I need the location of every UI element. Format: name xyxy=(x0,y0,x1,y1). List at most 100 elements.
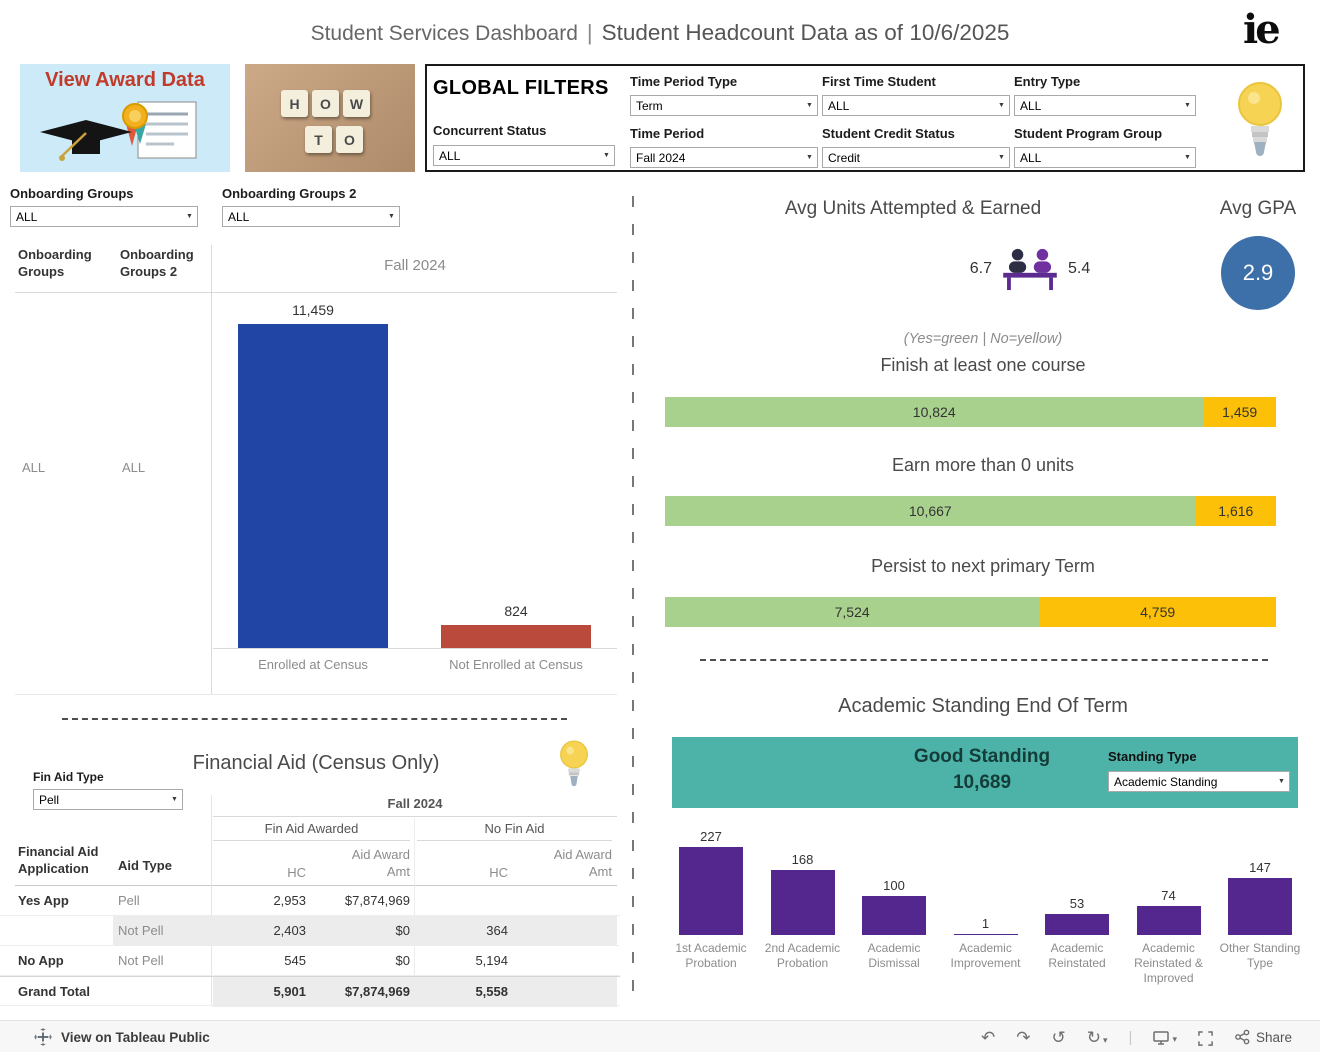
avg-gpa-title: Avg GPA xyxy=(1219,198,1297,219)
chevron-down-icon: ▼ xyxy=(171,796,178,803)
filter-label-entry-type: Entry Type xyxy=(1014,74,1081,89)
fa-app-cell: No App xyxy=(18,953,64,968)
chevron-down-icon: ▼ xyxy=(1184,102,1191,109)
global-filters-title: GLOBAL FILTERS xyxy=(433,77,609,99)
financial-aid-title: Financial Aid (Census Only) xyxy=(192,752,440,774)
fin-aid-grand-total-row[interactable]: Grand Total 5,901 $7,874,969 5,558 xyxy=(0,976,620,1007)
time-period-filter[interactable]: Fall 2024 ▼ xyxy=(630,147,818,168)
onboarding-groups-filter-value: ALL xyxy=(16,209,38,224)
yes-segment-value: 7,524 xyxy=(834,604,870,620)
redo-icon[interactable]: ↷ xyxy=(1016,1027,1031,1047)
standing-category-label: Academic Improvement xyxy=(950,941,1021,970)
howto-tile: O xyxy=(312,90,339,117)
onboarding-groups-2-filter-label: Onboarding Groups 2 xyxy=(222,186,357,201)
row-dim-header-financial-aid-application: Financial Aid Application xyxy=(18,844,99,876)
no-segment[interactable]: 1,459 xyxy=(1203,397,1276,427)
onboarding-groups-2-filter-value: ALL xyxy=(228,209,250,224)
axis-label-enrolled: Enrolled at Census xyxy=(258,657,368,672)
time-period-value: Fall 2024 xyxy=(636,150,686,165)
how-to-button[interactable]: H O W T O xyxy=(245,64,415,172)
academic-standing-bar-chart: 227 1st Academic Probation 168 2nd Academic… xyxy=(648,825,1320,1025)
fa-hc-cell: 5,901 xyxy=(273,984,306,999)
right-section-divider xyxy=(700,659,1268,661)
tableau-logo-icon xyxy=(34,1028,52,1046)
replay-icon[interactable]: ↺ xyxy=(1051,1027,1066,1047)
enrolled-at-census-bar[interactable] xyxy=(238,324,388,648)
share-icon xyxy=(1235,1029,1250,1045)
standing-bar-value: 74 xyxy=(1161,888,1176,903)
earn-units-stacked-bar: 10,667 1,616 xyxy=(665,496,1276,526)
group-header-fin-aid-awarded: Fin Aid Awarded xyxy=(264,821,359,836)
standing-bar[interactable] xyxy=(953,934,1018,935)
view-award-data-label: View Award Data xyxy=(45,69,205,91)
fa-amt-cell: $7,874,969 xyxy=(344,893,410,908)
good-standing-label: Good Standing xyxy=(913,746,1051,767)
chevron-down-icon: ▼ xyxy=(1184,154,1191,161)
standing-bar[interactable] xyxy=(1045,914,1109,935)
filter-label-time-period-type: Time Period Type xyxy=(630,74,738,89)
page-title: Student Services Dashboard | Student Headc… xyxy=(0,20,1320,46)
finish-course-stacked-bar: 10,824 1,459 xyxy=(665,397,1276,427)
howto-tile: W xyxy=(343,90,370,117)
yes-segment[interactable]: 10,667 xyxy=(665,496,1196,526)
outcome-label-earn-units: Earn more than 0 units xyxy=(891,455,1075,475)
first-time-student-filter[interactable]: ALL ▼ xyxy=(822,95,1010,116)
fa-amt-cell: $7,874,969 xyxy=(344,984,410,999)
onboarding-groups-2-filter[interactable]: ALL ▼ xyxy=(222,206,400,227)
no-segment[interactable]: 1,616 xyxy=(1195,496,1276,526)
row-label-onboarding-groups: ALL xyxy=(22,460,46,475)
standing-bar[interactable] xyxy=(770,870,835,935)
fin-aid-table-row[interactable]: Yes App Pell 2,953 $7,874,969 xyxy=(0,886,620,916)
student-credit-status-filter[interactable]: Credit ▼ xyxy=(822,147,1010,168)
fullscreen-icon[interactable] xyxy=(1198,1028,1213,1046)
fin-aid-table-row[interactable]: Not Pell 2,403 $0 364 xyxy=(0,916,620,946)
enrollment-period-header: Fall 2024 xyxy=(384,257,446,274)
fa-hc-cell: 2,403 xyxy=(273,923,306,938)
onboarding-groups-filter[interactable]: ALL ▼ xyxy=(10,206,198,227)
display-mode-icon[interactable]: ▾ xyxy=(1153,1028,1177,1046)
fa-amt-cell: $0 xyxy=(395,923,410,938)
outcome-label-persist: Persist to next primary Term xyxy=(871,556,1095,576)
fa-no-hc-cell: 364 xyxy=(486,923,508,938)
standing-bar-value: 147 xyxy=(1249,860,1271,875)
not-enrolled-bar-value: 824 xyxy=(504,603,528,619)
lightbulb-icon[interactable] xyxy=(1237,78,1283,160)
standing-type-filter[interactable]: Academic Standing ▼ xyxy=(1108,771,1290,792)
enrolled-bar-value: 11,459 xyxy=(292,302,334,318)
time-period-type-filter[interactable]: Term ▼ xyxy=(630,95,818,116)
undo-icon[interactable]: ↶ xyxy=(981,1027,996,1047)
rotate-icon[interactable]: ↻ ▾ xyxy=(1086,1027,1108,1047)
standing-bar[interactable] xyxy=(679,847,743,935)
view-award-data-button[interactable]: View Award Data xyxy=(20,64,230,172)
no-segment[interactable]: 4,759 xyxy=(1039,597,1276,627)
good-standing-panel[interactable]: Good Standing 10,689 Standing Type Acade… xyxy=(672,737,1298,808)
lightbulb-icon[interactable] xyxy=(558,738,590,790)
column-header-onboarding-groups-2: Onboarding Groups 2 xyxy=(120,247,194,279)
view-on-tableau-public-link[interactable]: View on Tableau Public xyxy=(34,1021,210,1053)
yes-segment[interactable]: 7,524 xyxy=(665,597,1040,627)
fin-aid-type-filter-value: Pell xyxy=(39,792,60,807)
concurrent-status-filter[interactable]: ALL ▼ xyxy=(433,145,615,166)
standing-bar-value: 100 xyxy=(883,878,905,893)
entry-type-filter[interactable]: ALL ▼ xyxy=(1014,95,1196,116)
yes-segment-value: 10,824 xyxy=(912,404,956,420)
avg-gpa-circle[interactable]: 2.9 xyxy=(1221,236,1295,310)
student-program-group-filter[interactable]: ALL ▼ xyxy=(1014,147,1196,168)
academic-standing-title: Academic Standing End Of Term xyxy=(838,695,1128,717)
left-section-divider xyxy=(62,718,567,720)
standing-bar[interactable] xyxy=(1228,878,1292,935)
enrollment-bar-chart: 11,459 824 xyxy=(213,300,617,648)
standing-bar[interactable] xyxy=(862,896,926,935)
standing-bar[interactable] xyxy=(1136,906,1201,935)
fin-aid-table-row[interactable]: No App Not Pell 545 $0 5,194 xyxy=(0,946,620,976)
share-button[interactable]: Share xyxy=(1234,1029,1292,1045)
axis-label-not-enrolled: Not Enrolled at Census xyxy=(449,657,583,672)
fin-aid-type-filter[interactable]: Pell ▼ xyxy=(33,789,183,810)
students-at-desk-icon xyxy=(1003,248,1057,291)
filter-label-time-period: Time Period xyxy=(630,126,705,141)
not-enrolled-at-census-bar[interactable] xyxy=(441,625,591,648)
yes-segment[interactable]: 10,824 xyxy=(665,397,1204,427)
no-segment-value: 4,759 xyxy=(1140,604,1176,620)
fa-amt-cell: $0 xyxy=(395,953,410,968)
chevron-down-icon: ▼ xyxy=(806,102,813,109)
